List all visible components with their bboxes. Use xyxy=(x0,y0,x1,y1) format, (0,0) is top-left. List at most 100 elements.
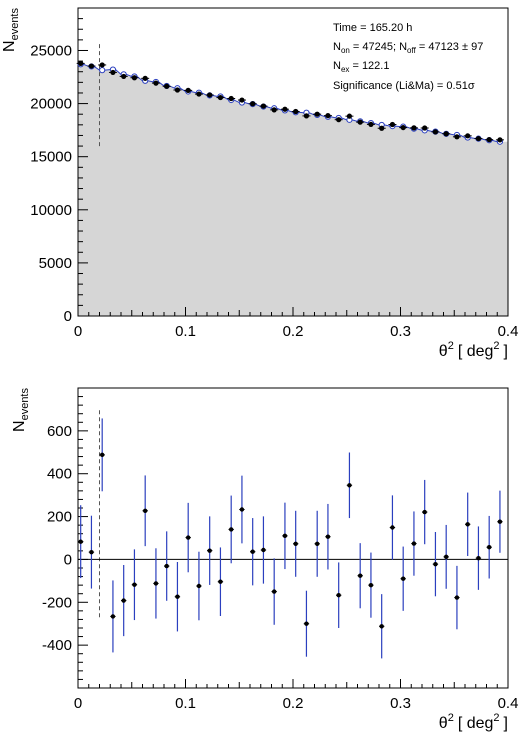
excess-point xyxy=(400,576,406,581)
y-tick-label: -400 xyxy=(42,637,72,654)
excess-point xyxy=(271,589,277,594)
on-point xyxy=(88,63,95,69)
y-tick-label: 200 xyxy=(47,509,72,526)
on-point xyxy=(400,124,406,131)
excess-point xyxy=(336,593,341,598)
x-tick-label: 0.3 xyxy=(390,695,411,712)
on-point xyxy=(142,75,148,81)
excess-point xyxy=(132,582,137,587)
on-point xyxy=(110,69,116,76)
on-point xyxy=(239,97,245,103)
on-point xyxy=(465,133,471,139)
on-point xyxy=(271,107,277,113)
off-histogram-fill xyxy=(78,64,508,316)
x-tick-label: 0.1 xyxy=(175,695,196,712)
excess-point xyxy=(433,561,438,567)
y-tick-label: -200 xyxy=(42,594,72,611)
y-tick-label: 15000 xyxy=(30,149,72,166)
y-tick-label: 0 xyxy=(64,551,72,568)
y-tick-label: 5000 xyxy=(39,255,72,272)
on-point xyxy=(357,119,363,125)
excess-point xyxy=(239,507,245,512)
stats-box: Time = 165.20 h Non = 47245; Noff = 4712… xyxy=(333,22,483,92)
on-point xyxy=(303,113,310,119)
excess-point xyxy=(314,541,320,546)
x-tick-label: 0 xyxy=(74,323,82,340)
excess-point xyxy=(368,582,374,588)
x-tick-label: 0.3 xyxy=(390,323,411,340)
excess-point xyxy=(89,549,94,555)
excess-point xyxy=(465,522,470,527)
excess-point xyxy=(250,549,255,554)
x-tick-label: 0.2 xyxy=(283,323,304,340)
excess-point xyxy=(443,554,449,560)
excess-point xyxy=(218,579,223,584)
y-tick-label: 400 xyxy=(47,466,72,483)
on-point xyxy=(282,106,288,112)
excess-point xyxy=(357,573,363,578)
excess-point xyxy=(411,541,417,546)
excess-point xyxy=(476,555,481,561)
on-point xyxy=(379,125,385,131)
annotation-time: Time = 165.20 h xyxy=(333,22,412,34)
x-tick-label: 0.4 xyxy=(498,695,519,712)
y-tick-label: 0 xyxy=(64,308,72,325)
on-point xyxy=(78,60,84,67)
top-axis-ticks: 0 0.1 0.2 0.3 0.4 0 5000 10000 15000 20000 25000 xyxy=(30,7,519,340)
bottom-y-axis-label: Nevents xyxy=(11,388,31,432)
bottom-data-series xyxy=(78,418,503,659)
excess-point xyxy=(347,483,352,488)
annotation-non-noff: Non = 47245; Noff = 47123 ± 97 xyxy=(333,41,483,55)
excess-point xyxy=(486,545,492,550)
y-tick-label: 10000 xyxy=(30,202,72,219)
y-tick-label: 20000 xyxy=(30,96,72,113)
excess-point xyxy=(153,581,159,586)
top-data-series xyxy=(76,60,504,145)
bottom-axis-ticks: 0 0.1 0.2 0.3 0.4 -400 -200 0 200 400 600 xyxy=(42,396,519,712)
on-point xyxy=(454,134,460,140)
on-point xyxy=(293,108,299,115)
x-tick-label: 0.1 xyxy=(175,323,196,340)
on-point xyxy=(475,135,482,142)
y-tick-label: 25000 xyxy=(30,42,72,59)
bottom-plot-frame xyxy=(77,387,509,689)
excess-point xyxy=(304,621,309,626)
top-x-axis-label: θ2[ deg2] xyxy=(439,340,508,360)
excess-point xyxy=(99,452,105,458)
on-point xyxy=(389,121,396,128)
excess-point xyxy=(164,563,169,569)
on-point xyxy=(497,137,503,143)
excess-point xyxy=(175,594,180,599)
off-point xyxy=(99,67,106,74)
top-panel: 0 0.1 0.2 0.3 0.4 0 5000 10000 15000 20000 25000 N… xyxy=(1,7,519,360)
on-point xyxy=(196,91,202,97)
off-fill-area xyxy=(78,64,508,316)
on-point xyxy=(325,113,331,119)
on-point xyxy=(260,103,267,109)
annotation-nex: Nex = 122.1 xyxy=(333,60,389,74)
excess-point xyxy=(325,534,331,539)
on-point xyxy=(314,111,320,117)
on-point xyxy=(368,121,374,128)
excess-point xyxy=(196,583,202,589)
excess-point xyxy=(110,614,116,619)
annotation-significance: Significance (Li&Ma) = 0.51σ xyxy=(333,80,475,92)
excess-point xyxy=(261,547,266,553)
excess-point xyxy=(422,509,427,515)
on-point xyxy=(99,62,105,68)
excess-point xyxy=(185,535,191,540)
on-point xyxy=(131,75,138,81)
excess-point xyxy=(228,527,234,532)
top-y-axis-label: Nevents xyxy=(1,8,21,52)
x-tick-label: 0.4 xyxy=(498,323,519,340)
excess-point xyxy=(390,525,395,530)
y-tick-label: 600 xyxy=(47,423,72,440)
on-point xyxy=(486,137,492,143)
excess-point xyxy=(497,519,503,524)
on-point xyxy=(250,101,256,107)
on-point xyxy=(153,80,159,86)
on-point xyxy=(228,95,234,102)
on-point xyxy=(174,87,181,93)
on-point xyxy=(432,129,439,135)
